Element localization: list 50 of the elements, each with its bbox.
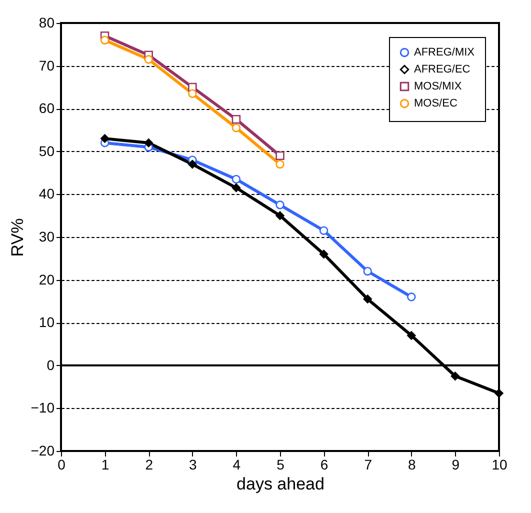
- y-tick-label: 0: [46, 356, 55, 373]
- x-tick-label: 8: [408, 456, 416, 472]
- point: [363, 266, 372, 276]
- x-tick-label: 4: [232, 456, 241, 472]
- y-tick-label: 10: [38, 314, 55, 330]
- point: [232, 183, 241, 192]
- x-axis-title: days ahead: [236, 474, 324, 494]
- point: [232, 124, 241, 132]
- point: [450, 372, 460, 380]
- y-tick-label: −20: [30, 442, 55, 458]
- point: [144, 55, 153, 64]
- point: [319, 250, 328, 258]
- y-tick-label: 70: [38, 57, 55, 74]
- x-tick-label: 3: [189, 456, 197, 472]
- point: [363, 294, 372, 304]
- point: [319, 226, 328, 235]
- y-tick-label: 50: [38, 142, 55, 159]
- point: [100, 134, 110, 143]
- point: [407, 331, 416, 340]
- y-tick-label: 20: [38, 271, 55, 288]
- x-tick-label: 7: [364, 456, 372, 472]
- legend-label: AFREG/MIX: [414, 46, 476, 58]
- x-tick-label: 9: [452, 456, 460, 472]
- point: [276, 200, 284, 210]
- legend-label: MOS/EC: [414, 98, 458, 110]
- x-tick-label: 10: [492, 456, 508, 472]
- point: [100, 36, 110, 44]
- point: [276, 160, 284, 169]
- point: [188, 89, 197, 98]
- legend-label: MOS/MIX: [414, 80, 462, 92]
- y-tick-label: 40: [38, 186, 55, 202]
- point: [232, 114, 241, 124]
- point: [276, 151, 284, 160]
- point: [232, 174, 241, 184]
- point: [407, 292, 416, 302]
- point: [144, 138, 153, 148]
- point: [494, 388, 504, 398]
- x-tick-label: 2: [145, 456, 154, 472]
- legend-label: AFREG/EC: [414, 64, 470, 76]
- y-axis-title: RV%: [8, 218, 27, 257]
- y-tick-label: 30: [38, 228, 55, 244]
- point: [276, 211, 284, 220]
- y-tick-label: −10: [30, 400, 55, 416]
- x-tick-label: 0: [58, 456, 66, 472]
- x-tick-label: 1: [101, 456, 110, 472]
- y-tick-label: 60: [38, 100, 55, 116]
- point: [188, 160, 197, 169]
- x-tick-label: 5: [276, 456, 285, 472]
- x-tick-label: 6: [320, 456, 328, 472]
- y-tick-label: 80: [38, 14, 55, 30]
